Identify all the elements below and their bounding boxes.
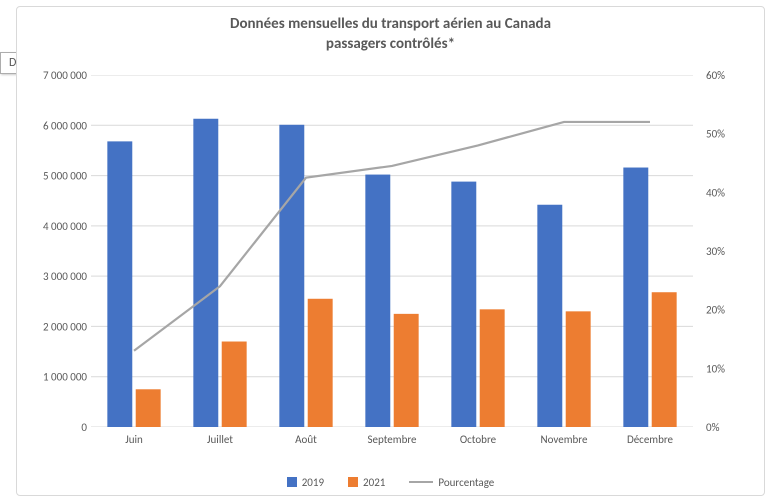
x-tick-Septembre: Septembre bbox=[367, 433, 417, 446]
chart-frame: Données mensuelles du transport aérien a… bbox=[16, 6, 765, 496]
y-right-tick: 0% bbox=[706, 421, 720, 434]
chart-container: { "tooltip_text": "Dites-nous ce que vou… bbox=[0, 0, 775, 503]
x-axis: Juin Juillet Août Septembre Octobre Novembre D… bbox=[91, 429, 693, 449]
legend-swatch-2021 bbox=[348, 477, 358, 487]
legend-item-2019: 2019 bbox=[287, 476, 324, 489]
y-left-tick: 5 000 000 bbox=[43, 170, 87, 183]
legend: 2019 2021 Pourcentage bbox=[17, 476, 764, 489]
y-left-axis: 0 1 000 000 2 000 000 3 000 000 4 000 000 5 0… bbox=[17, 67, 91, 435]
legend-item-2021: 2021 bbox=[348, 476, 385, 489]
legend-swatch-percentage bbox=[409, 481, 433, 483]
x-tick-Août: Août bbox=[295, 433, 317, 446]
bar-2019-Juillet bbox=[193, 119, 218, 427]
chart-title-line2: passagers contrôlés* bbox=[326, 35, 455, 53]
legend-item-percentage: Pourcentage bbox=[409, 476, 494, 489]
x-tick-Décembre: Décembre bbox=[627, 433, 674, 446]
legend-label-2021: 2021 bbox=[363, 476, 385, 489]
y-left-tick: 6 000 000 bbox=[43, 119, 87, 132]
legend-swatch-2019 bbox=[287, 477, 297, 487]
chart-title: Données mensuelles du transport aérien a… bbox=[17, 15, 764, 54]
legend-label-percentage: Pourcentage bbox=[438, 476, 494, 489]
x-tick-Juin: Juin bbox=[125, 433, 143, 446]
plot-svg bbox=[91, 75, 693, 427]
bar-2021-Novembre bbox=[566, 311, 591, 427]
bar-2019-Juin bbox=[107, 141, 132, 427]
y-left-tick: 0 bbox=[81, 421, 87, 434]
x-tick-Novembre: Novembre bbox=[541, 433, 588, 446]
bar-2019-Décembre bbox=[623, 168, 648, 427]
y-right-tick: 30% bbox=[706, 245, 725, 258]
bar-2021-Septembre bbox=[394, 314, 419, 427]
legend-label-2019: 2019 bbox=[302, 476, 324, 489]
bar-2021-Octobre bbox=[480, 309, 505, 427]
bar-2019-Novembre bbox=[537, 205, 562, 427]
bar-2021-Juillet bbox=[222, 342, 247, 427]
bar-2021-Août bbox=[308, 299, 333, 427]
plot-area bbox=[91, 75, 693, 427]
x-tick-Octobre: Octobre bbox=[460, 433, 497, 446]
chart-title-line1: Données mensuelles du transport aérien a… bbox=[230, 15, 551, 33]
y-left-tick: 2 000 000 bbox=[43, 320, 87, 333]
y-right-tick: 10% bbox=[706, 362, 725, 375]
y-left-tick: 1 000 000 bbox=[43, 371, 87, 384]
x-tick-Juillet: Juillet bbox=[207, 433, 233, 446]
bar-2019-Septembre bbox=[365, 175, 390, 427]
y-right-tick: 20% bbox=[706, 304, 725, 317]
bar-2019-Août bbox=[279, 125, 304, 427]
y-left-tick: 3 000 000 bbox=[43, 270, 87, 283]
y-right-tick: 50% bbox=[706, 128, 725, 141]
y-left-tick: 7 000 000 bbox=[43, 69, 87, 82]
y-right-axis: 0% 10% 20% 30% 40% 50% 60% bbox=[700, 67, 760, 435]
bar-2021-Décembre bbox=[652, 292, 677, 427]
bar-2021-Juin bbox=[136, 389, 161, 427]
y-right-tick: 60% bbox=[706, 69, 725, 82]
y-left-tick: 4 000 000 bbox=[43, 220, 87, 233]
y-right-tick: 40% bbox=[706, 186, 725, 199]
bar-2019-Octobre bbox=[451, 182, 476, 427]
